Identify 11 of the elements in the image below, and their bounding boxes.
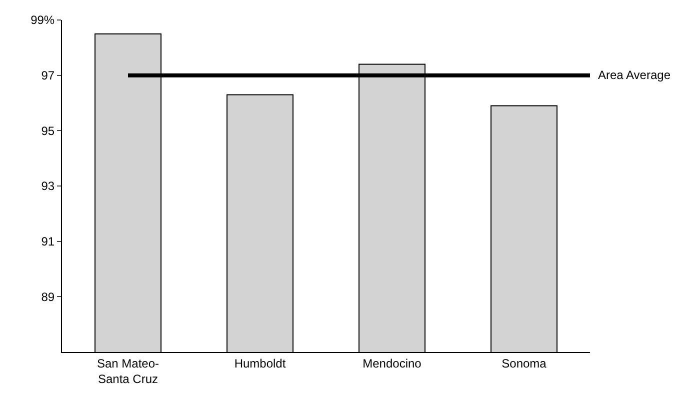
y-tick-label: 93 [41, 179, 55, 194]
ref-line-label: Area Average [598, 68, 671, 82]
y-tick-label: 91 [41, 234, 55, 249]
x-tick-label: Sonoma [502, 356, 547, 370]
x-tick-label: Mendocino [362, 356, 422, 370]
y-tick-label: 89 [41, 290, 55, 304]
y-tick-label: 97 [41, 68, 55, 83]
x-tick-label: Humboldt [234, 356, 286, 370]
x-tick-label: San Mateo- Santa Cruz [96, 356, 160, 386]
y-tick-label: 99% [30, 13, 55, 28]
y-tick-label: 95 [41, 124, 55, 138]
